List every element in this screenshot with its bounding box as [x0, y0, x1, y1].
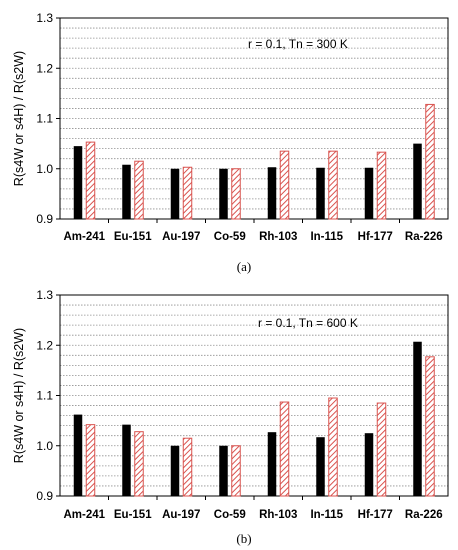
bar-series1-ra-226 [413, 341, 422, 496]
chart-panel-b: 0.9 1.0 1.1 1.2 1.3 R(s4W or s4H) / R(s2W) r =… [12, 288, 449, 546]
bar-series2-rh-103 [279, 401, 290, 497]
x-category-label: Hf-177 [358, 509, 393, 521]
y-tick-label: 1.2 [36, 338, 53, 352]
bar-series1-co-59 [219, 445, 228, 496]
y-tick-label: 1.0 [36, 439, 53, 453]
bar-series2-au-197 [182, 437, 193, 497]
bar-series2-co-59 [231, 168, 241, 220]
x-category-label: Eu-151 [114, 231, 152, 243]
bar-series2-eu-151 [134, 431, 144, 497]
bar-series1-am-241 [73, 414, 83, 496]
chart-panel-a: 0.9 1.0 1.1 1.2 1.3 R(s4W or s4H) / R(s2W) r =… [12, 11, 449, 274]
bar-series2-ra-226 [425, 356, 435, 497]
x-category-label: Co-59 [214, 231, 246, 243]
x-category-label: In-115 [310, 231, 343, 243]
bar-series2-hf-177 [376, 402, 387, 497]
y-tick-label: 1.3 [36, 11, 53, 25]
y-axis-label: R(s4W or s4H) / R(s2W) [12, 51, 26, 186]
bar-series2-au-197 [182, 166, 193, 220]
x-category-label: Rh-103 [259, 231, 297, 243]
chart-annotation: r = 0.1, Tn = 300 K [248, 37, 348, 51]
bar-series1-eu-151 [122, 424, 131, 496]
y-tick-label: 0.9 [36, 212, 53, 226]
x-category-label: Am-241 [63, 509, 105, 521]
bar-series2-rh-103 [279, 150, 290, 220]
bar-series2-in-115 [328, 397, 338, 497]
bar-series2-am-241 [85, 141, 96, 220]
y-axis-label: R(s4W or s4H) / R(s2W) [12, 328, 26, 463]
bar-series2-ra-226 [425, 103, 435, 220]
bar-series1-in-115 [316, 167, 325, 219]
bar-series1-am-241 [73, 146, 83, 219]
x-category-label: Hf-177 [358, 231, 393, 243]
bar-series1-eu-151 [122, 164, 131, 219]
x-category-label: Eu-151 [114, 509, 152, 521]
y-tick-label: 1.1 [36, 112, 53, 126]
x-category-label: Au-197 [162, 231, 200, 243]
y-tick-label: 1.0 [36, 162, 53, 176]
bar-series2-co-59 [231, 445, 241, 497]
bar-series1-au-197 [170, 445, 180, 496]
bar-series1-rh-103 [267, 432, 277, 496]
bar-series1-au-197 [170, 168, 180, 219]
x-category-label: Rh-103 [259, 509, 297, 521]
x-category-label: Au-197 [162, 509, 200, 521]
x-category-label: Ra-226 [405, 509, 443, 521]
chart-annotation: r = 0.1, Tn = 600 K [258, 316, 358, 330]
y-tick-label: 1.3 [36, 288, 53, 302]
bar-series2-am-241 [85, 424, 96, 497]
panel-caption: (a) [237, 259, 251, 274]
y-tick-label: 0.9 [36, 489, 53, 503]
bar-series1-ra-226 [413, 143, 422, 219]
bar-series1-hf-177 [364, 433, 374, 496]
bar-series1-co-59 [219, 168, 228, 219]
bar-series1-rh-103 [267, 167, 277, 219]
bar-series2-hf-177 [376, 151, 387, 220]
bar-series1-in-115 [316, 437, 325, 496]
y-tick-label: 1.1 [36, 389, 53, 403]
x-category-label: Co-59 [214, 509, 246, 521]
y-tick-label: 1.2 [36, 61, 53, 75]
x-category-label: Ra-226 [405, 231, 443, 243]
bar-series2-eu-151 [134, 160, 144, 220]
x-category-label: In-115 [310, 509, 343, 521]
bar-series1-hf-177 [364, 167, 374, 219]
panel-caption: (b) [236, 531, 251, 546]
x-category-label: Am-241 [63, 231, 105, 243]
bar-series2-in-115 [328, 150, 338, 220]
